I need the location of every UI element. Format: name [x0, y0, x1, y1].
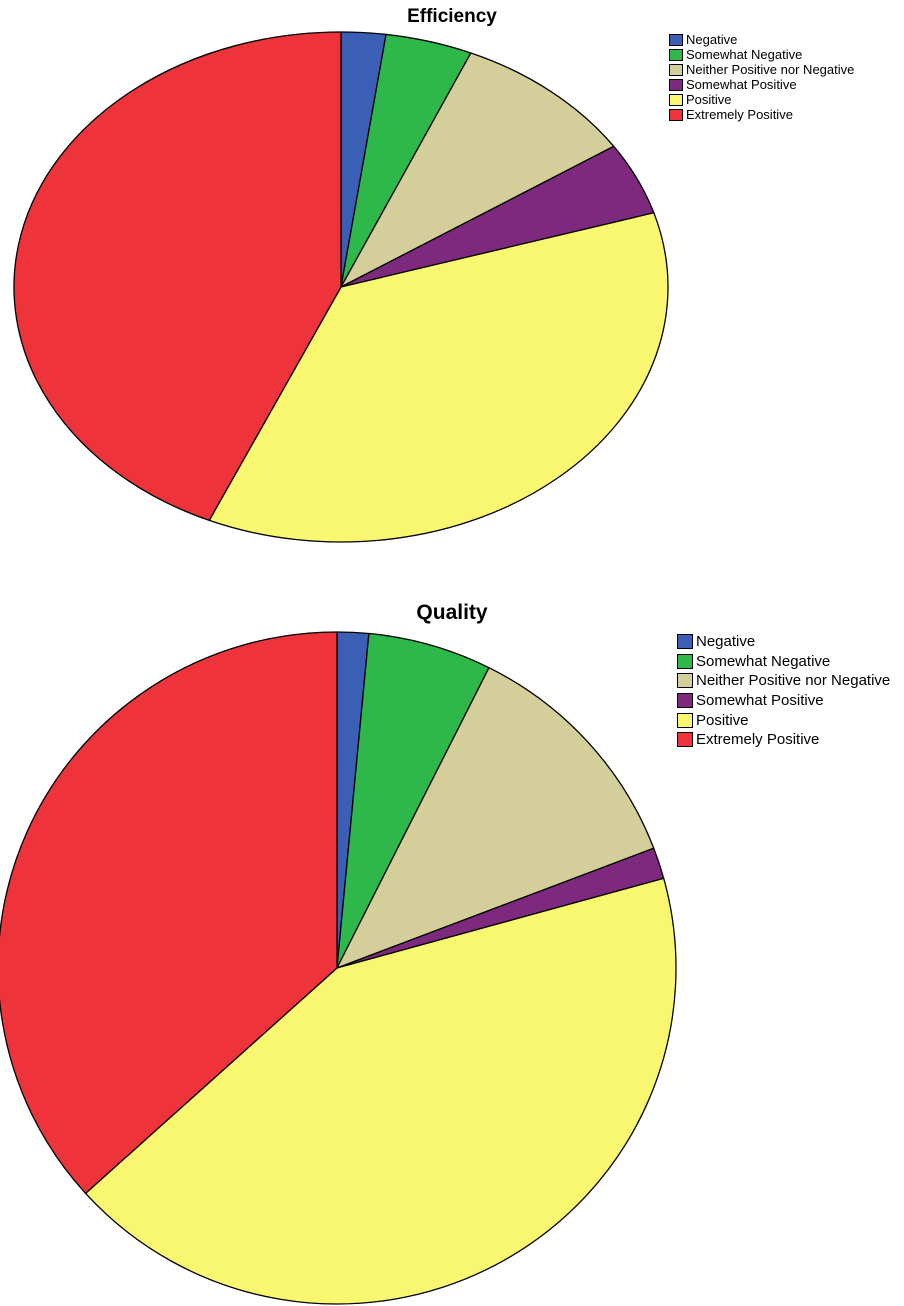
- legend-item-somewhat-positive: Somewhat Positive: [677, 691, 890, 711]
- legend-swatch: [677, 653, 693, 669]
- legend-item-neither-positive-nor-negative: Neither Positive nor Negative: [669, 62, 854, 77]
- quality-pie: [0, 631, 677, 1305]
- legend-swatch: [669, 48, 683, 61]
- legend-label: Extremely Positive: [696, 731, 820, 749]
- legend-item-somewhat-positive: Somewhat Positive: [669, 77, 854, 92]
- legend-label: Somewhat Negative: [686, 47, 803, 62]
- legend-label: Somewhat Negative: [696, 652, 831, 670]
- legend-item-extremely-positive: Extremely Positive: [677, 730, 890, 750]
- legend-label: Negative: [696, 633, 756, 651]
- legend-swatch: [669, 93, 683, 106]
- legend-item-positive: Positive: [669, 92, 854, 107]
- legend-label: Somewhat Positive: [686, 77, 797, 92]
- legend-item-negative: Negative: [677, 632, 890, 652]
- legend-label: Neither Positive nor Negative: [696, 672, 891, 690]
- legend-label: Negative: [686, 32, 738, 47]
- legend-label: Positive: [686, 92, 732, 107]
- legend-swatch: [677, 732, 693, 748]
- legend-swatch: [669, 108, 683, 121]
- chart-title: Quality: [416, 601, 488, 624]
- pie-slice-extremely-positive: [13, 31, 342, 522]
- legend-swatch: [677, 712, 693, 728]
- legend-item-positive: Positive: [677, 710, 890, 730]
- quality-legend: Negative Somewhat Negative Neither Positiv…: [677, 632, 890, 750]
- efficiency-chart: Efficiency Negative Somewhat Negative Neit…: [0, 0, 904, 560]
- pie-slice-neither-positive-nor-negative: [340, 52, 615, 288]
- legend-label: Somewhat Positive: [696, 692, 824, 710]
- legend-swatch: [677, 693, 693, 709]
- legend-item-negative: Negative: [669, 32, 854, 47]
- legend-swatch: [677, 634, 693, 650]
- pie-slice-extremely-positive: [0, 631, 338, 1194]
- efficiency-pie: [13, 31, 669, 543]
- pie-slice-positive: [208, 212, 669, 543]
- chart-title: Efficiency: [407, 6, 497, 27]
- legend-swatch: [669, 63, 683, 76]
- efficiency-legend: Negative Somewhat Negative Neither Positiv…: [669, 32, 854, 122]
- legend-item-neither-positive-nor-negative: Neither Positive nor Negative: [677, 671, 890, 691]
- legend-label: Extremely Positive: [686, 107, 793, 122]
- legend-swatch: [669, 33, 683, 46]
- legend-label: Neither Positive nor Negative: [686, 62, 855, 77]
- legend-swatch: [669, 78, 683, 91]
- legend-item-extremely-positive: Extremely Positive: [669, 107, 854, 122]
- quality-chart: Quality Negative Somewhat Negative Neither…: [0, 590, 904, 1306]
- legend-label: Positive: [696, 711, 749, 729]
- legend-item-somewhat-negative: Somewhat Negative: [669, 47, 854, 62]
- legend-item-somewhat-negative: Somewhat Negative: [677, 652, 890, 672]
- pie-slice-somewhat-negative: [336, 632, 490, 969]
- pie-slice-positive: [84, 877, 677, 1305]
- legend-swatch: [677, 673, 693, 689]
- pie-slice-neither-positive-nor-negative: [336, 667, 655, 969]
